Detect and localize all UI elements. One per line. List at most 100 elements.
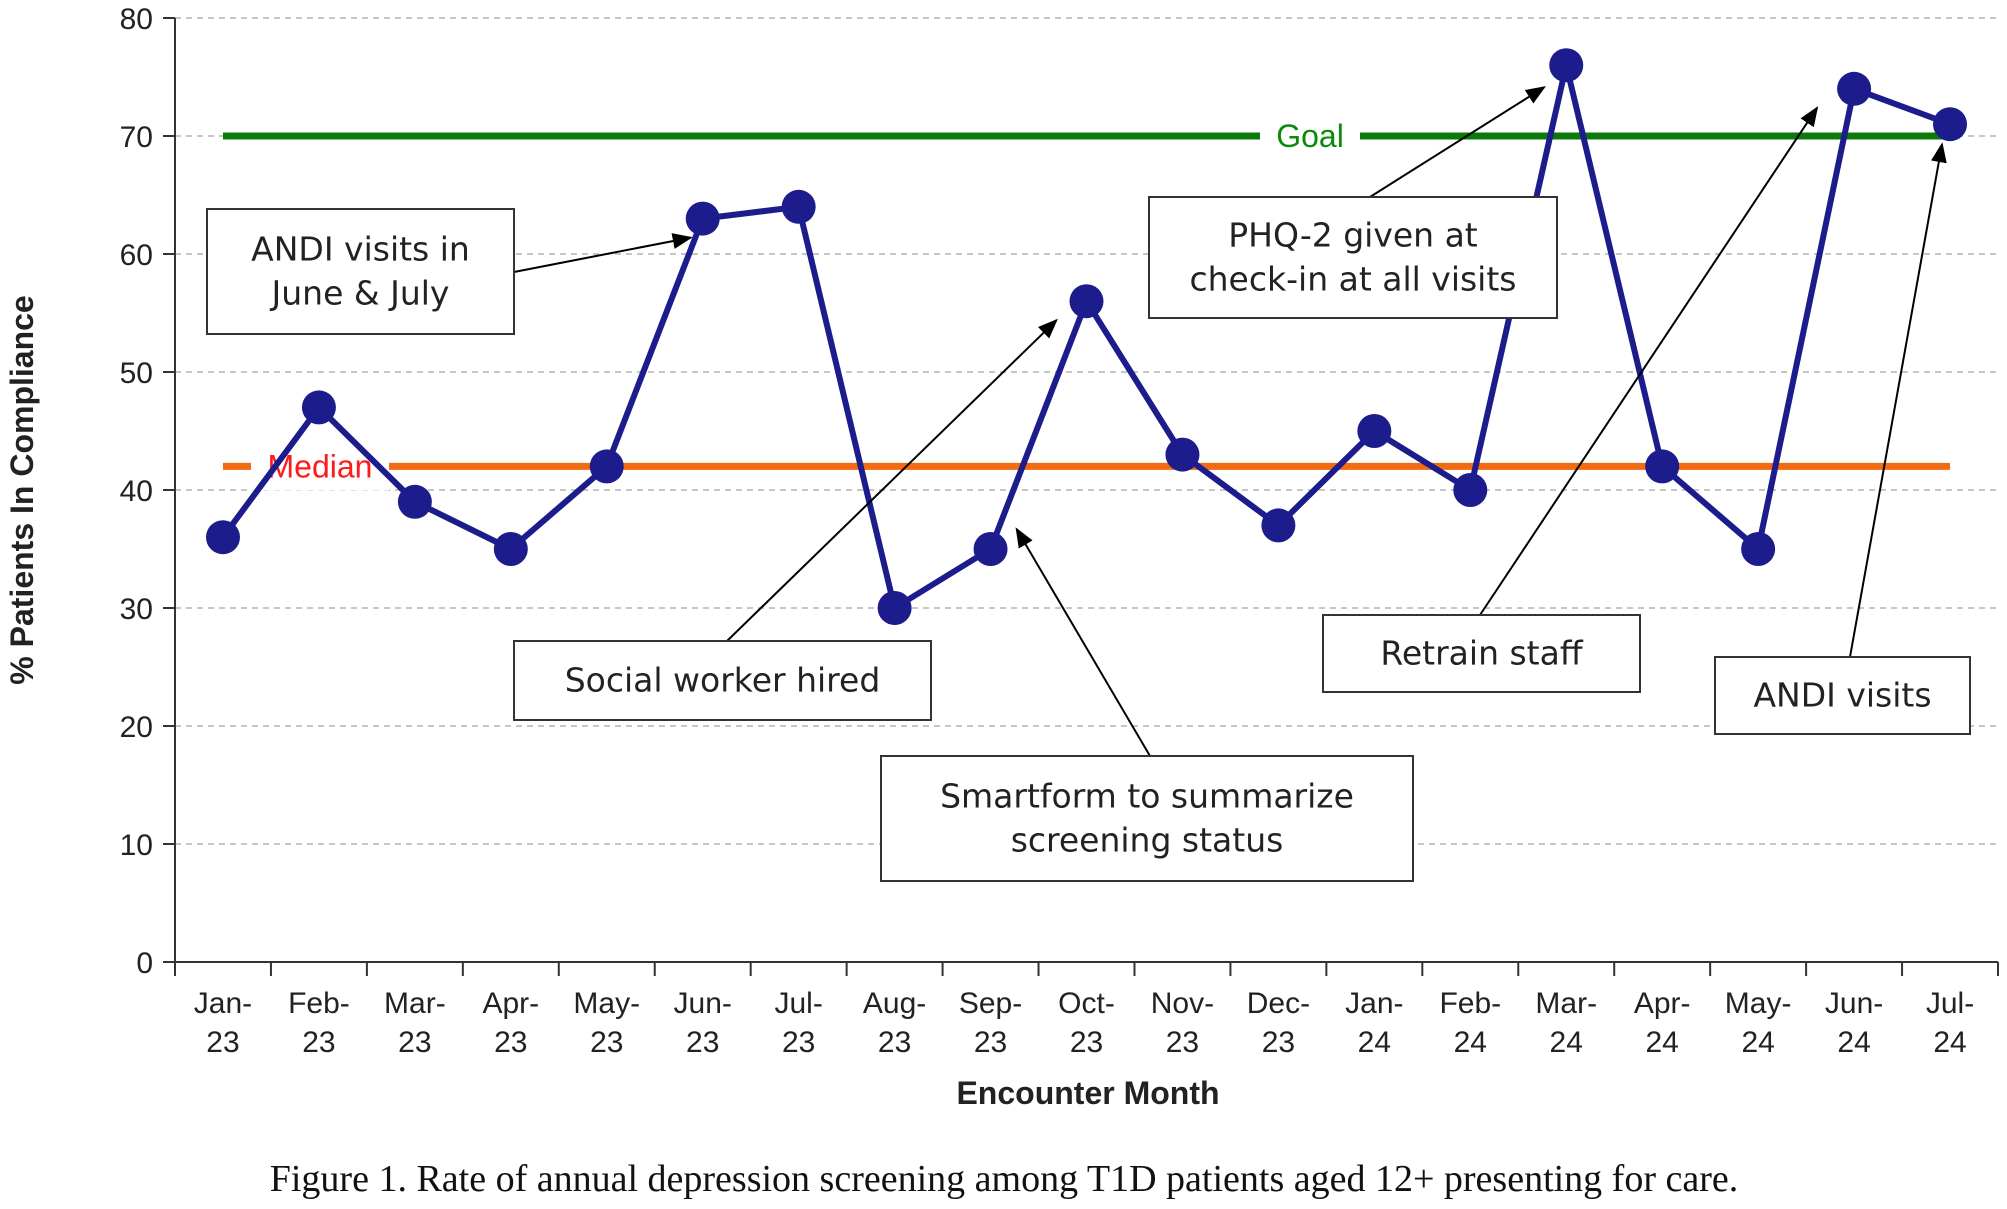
data-point	[1645, 449, 1680, 484]
x-tick-label-line: 23	[878, 1026, 911, 1059]
series-line	[220, 62, 1952, 611]
y-axis-title: % Patients In Compliance	[4, 295, 40, 684]
x-tick-label-line: 23	[1166, 1026, 1199, 1059]
data-point	[1741, 532, 1776, 566]
annotation-text: Retrain staff	[1380, 634, 1583, 673]
annotation-text-line: Smartform to summarize	[940, 777, 1354, 816]
x-tick-label: Feb- 24	[1439, 987, 1501, 1059]
x-tick-label-line: 24	[1550, 1026, 1583, 1059]
x-tick-label-line: Jun-	[674, 987, 732, 1020]
annotation-text-line: June & July	[270, 274, 450, 313]
annotation-text-line: Social worker hired	[565, 661, 881, 700]
annotation-text-line: Retrain staff	[1380, 634, 1583, 673]
x-tick-label: May- 23	[573, 987, 640, 1059]
x-tick-label: Sep- 23	[959, 987, 1022, 1059]
x-tick-label: Jun- 24	[1825, 987, 1883, 1059]
x-tick-label: Apr- 23	[482, 987, 539, 1059]
y-tick-label: 80	[120, 3, 153, 36]
y-tick-label: 60	[120, 239, 153, 272]
x-tick-label: Jan- 23	[194, 987, 252, 1059]
x-tick-label-line: 23	[1262, 1026, 1295, 1059]
x-tick-label-line: Apr-	[1634, 987, 1691, 1020]
x-tick-label-line: Apr-	[482, 987, 539, 1020]
y-tick-label: 70	[120, 121, 153, 154]
x-tick-label: Dec- 23	[1247, 987, 1310, 1059]
data-point	[1165, 437, 1200, 472]
annotation-text: PHQ-2 given at check-in at all visits	[1190, 216, 1517, 299]
x-tick-label-line: 23	[302, 1026, 335, 1059]
annotation-text: ANDI visits	[1753, 676, 1931, 715]
x-axis-title: Encounter Month	[956, 1075, 1219, 1111]
figure-caption: Figure 1. Rate of annual depression scre…	[270, 1158, 1739, 1200]
x-tick-label-line: Jul-	[1926, 987, 1974, 1020]
y-tick-label: 10	[120, 829, 153, 862]
x-tick-label: Jul- 24	[1926, 987, 1974, 1059]
reference-label-bg	[1260, 112, 1360, 160]
x-tick-label: Jan- 24	[1345, 987, 1403, 1059]
annotation-arrow	[1015, 527, 1151, 757]
x-tick-label-line: Jan-	[1345, 987, 1403, 1020]
x-tick-labels: Jan-23Feb-23Mar-23Apr-23May-23Jun-23Jul-…	[174, 962, 1999, 1059]
x-tick-label-line: 24	[1645, 1026, 1678, 1059]
x-tick-label-line: Mar-	[384, 987, 446, 1020]
x-tick-label: Feb- 23	[288, 987, 350, 1059]
y-tick-label: 30	[120, 593, 153, 626]
data-point	[301, 390, 336, 425]
data-point	[589, 449, 624, 484]
x-tick-label-line: 23	[590, 1026, 623, 1059]
annotation-text: Smartform to summarize screening status	[940, 777, 1354, 860]
x-tick-label-line: 23	[1070, 1026, 1103, 1059]
x-tick-label-line: 23	[782, 1026, 815, 1059]
x-tick-label: May- 24	[1725, 987, 1792, 1059]
x-tick-label-line: Jun-	[1825, 987, 1883, 1020]
annotation-arrow	[1369, 86, 1546, 198]
y-tick-label: 50	[120, 357, 153, 390]
x-tick-label-line: 23	[206, 1026, 239, 1059]
y-tick-labels: 0 10 20 30 40 50 60 70 80	[120, 3, 175, 980]
x-tick-label-line: 24	[1933, 1026, 1966, 1059]
x-tick-label: Aug- 23	[863, 987, 926, 1059]
annotation-arrow	[1849, 142, 1947, 658]
data-point	[973, 532, 1008, 566]
x-tick-label-line: Jul-	[774, 987, 822, 1020]
x-tick-label: Nov- 23	[1151, 987, 1214, 1059]
data-point	[1453, 473, 1488, 507]
data-point	[1837, 71, 1872, 106]
data-point	[493, 532, 528, 566]
y-tick-label: 40	[120, 475, 153, 508]
x-tick-label-line: May-	[1725, 987, 1792, 1020]
data-point	[685, 201, 720, 236]
x-tick-label-line: 23	[494, 1026, 527, 1059]
annotation-arrow	[726, 318, 1058, 642]
data-point	[1261, 508, 1296, 543]
annotation-box	[206, 208, 515, 335]
x-tick-label-line: May-	[573, 987, 640, 1020]
x-tick-label-line: Dec-	[1247, 987, 1310, 1020]
annotations: ANDI visits in June & July Social worker h…	[206, 86, 1971, 882]
x-tick-label-line: Oct-	[1058, 987, 1115, 1020]
x-tick-label-line: 24	[1358, 1026, 1391, 1059]
data-point	[877, 591, 912, 625]
y-tick-label: 0	[136, 947, 153, 980]
annotation-text-line: ANDI visits in	[251, 230, 470, 269]
series	[205, 48, 1968, 625]
x-tick-label: Mar- 23	[384, 987, 446, 1059]
data-point	[1357, 414, 1392, 448]
data-point	[1069, 284, 1104, 319]
annotation-text-line: ANDI visits	[1753, 676, 1931, 715]
data-point	[397, 484, 432, 519]
x-tick-label-line: Feb-	[288, 987, 350, 1020]
annotation-text: ANDI visits in June & July	[251, 230, 470, 313]
x-tick-label-line: Sep-	[959, 987, 1022, 1020]
reference-label-goal: Goal	[1276, 118, 1344, 154]
annotation-arrow	[1479, 106, 1819, 616]
x-tick-label-line: Nov-	[1151, 987, 1214, 1020]
annotation-text: Social worker hired	[565, 661, 881, 700]
annotation-box	[1714, 656, 1971, 735]
x-tick-label: Mar- 24	[1535, 987, 1597, 1059]
data-point	[1933, 107, 1968, 142]
x-tick-label-line: 24	[1454, 1026, 1487, 1059]
x-tick-label-line: 23	[686, 1026, 719, 1059]
annotation-text-line: check-in at all visits	[1190, 260, 1517, 299]
